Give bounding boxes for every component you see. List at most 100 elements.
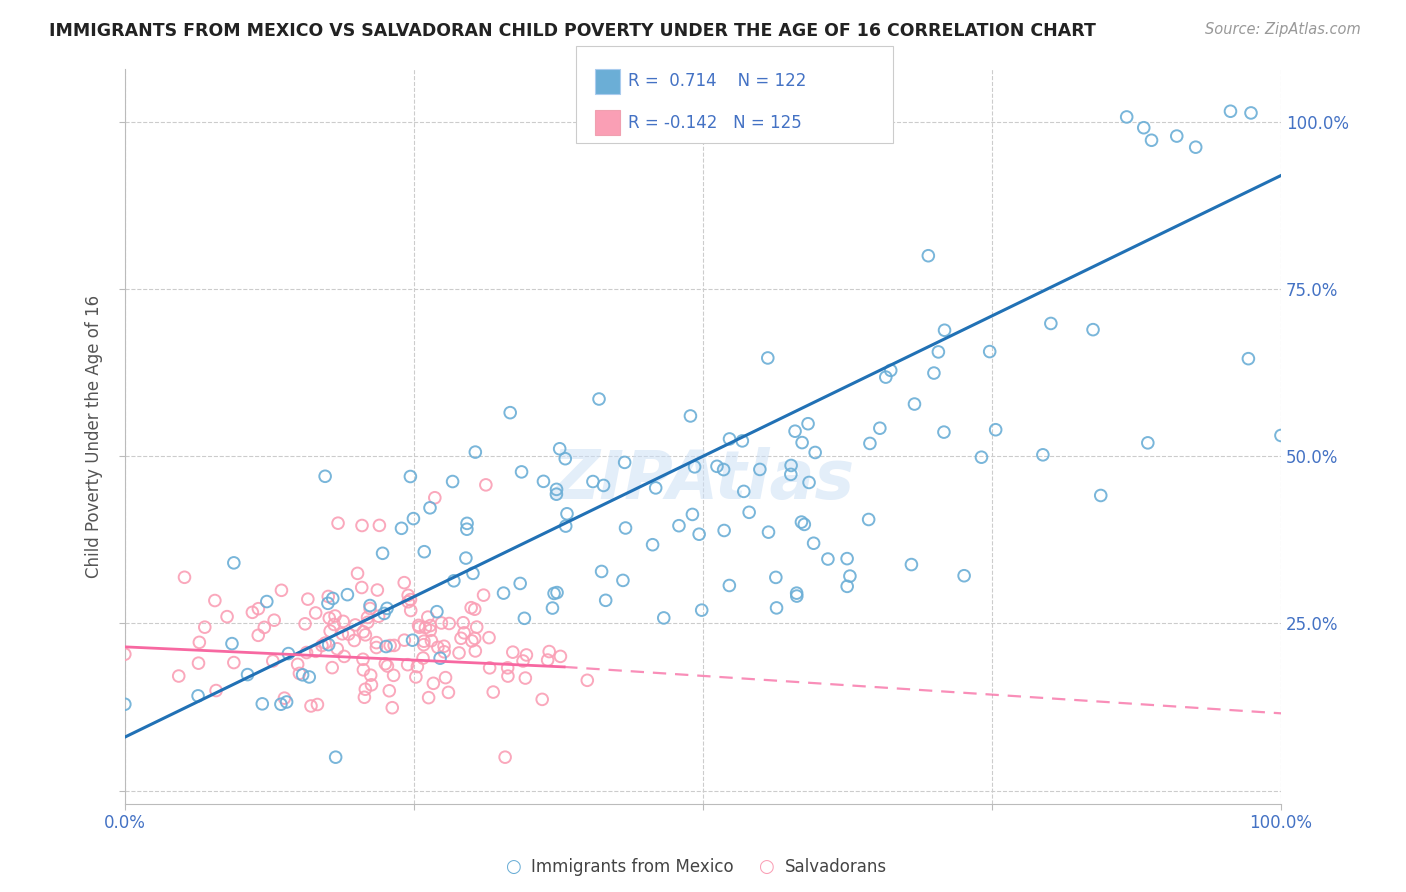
Point [453,625,475,640]
Point [332,615,354,629]
Point [433,639,456,653]
Point [396,595,419,609]
Point [419,500,441,515]
Point [482,685,505,699]
Point [314,469,336,483]
Point [247,628,270,642]
Point [690,603,713,617]
Point [408,620,430,634]
Point [371,546,394,560]
Point [294,616,316,631]
Point [509,576,531,591]
Point [418,690,440,705]
Point [402,511,425,525]
Point [592,478,614,492]
Point [352,652,374,666]
Point [927,345,949,359]
Point [464,632,486,646]
Point [423,491,446,505]
Point [270,697,292,711]
Point [316,590,339,604]
Point [555,507,578,521]
Point [374,657,396,671]
Point [399,469,422,483]
Point [167,669,190,683]
Point [375,601,398,615]
Point [187,689,209,703]
Point [316,596,339,610]
Point [330,627,353,641]
Point [350,518,373,533]
Point [346,566,368,581]
Point [277,647,299,661]
Point [429,651,451,665]
Point [461,566,484,581]
Point [321,660,343,674]
Point [399,592,422,607]
Point [263,613,285,627]
Point [401,633,423,648]
Point [932,425,955,439]
Point [953,568,976,582]
Point [970,450,993,465]
Point [903,397,925,411]
Point [396,588,419,602]
Point [405,670,427,684]
Point [287,657,309,672]
Point [1132,120,1154,135]
Point [451,615,474,630]
Point [683,459,706,474]
Point [668,518,690,533]
Point [437,616,460,631]
Point [314,636,336,650]
Point [783,424,806,438]
Point [343,633,366,648]
Point [412,651,434,665]
Point [1140,133,1163,147]
Text: Salvadorans: Salvadorans [785,858,887,876]
Point [984,423,1007,437]
Point [368,518,391,533]
Point [595,593,617,607]
Point [253,620,276,634]
Point [454,551,477,566]
Point [797,417,820,431]
Point [352,663,374,677]
Point [478,661,501,675]
Point [1237,351,1260,366]
Point [786,589,808,603]
Text: R =  0.714    N = 122: R = 0.714 N = 122 [628,72,807,90]
Point [382,639,405,653]
Point [299,698,322,713]
Point [546,585,568,599]
Point [1240,106,1263,120]
Point [706,459,728,474]
Point [502,645,524,659]
Point [803,536,825,550]
Point [1081,323,1104,337]
Point [536,653,558,667]
Point [382,668,405,682]
Point [420,633,443,648]
Text: ZIPAtlas: ZIPAtlas [551,448,855,514]
Point [375,640,398,654]
Point [319,624,342,638]
Point [311,639,333,653]
Point [325,750,347,764]
Point [679,409,702,423]
Point [413,634,436,648]
Point [533,475,555,489]
Point [391,521,413,535]
Point [350,581,373,595]
Point [591,565,613,579]
Point [644,481,666,495]
Point [681,508,703,522]
Point [352,624,374,639]
Point [288,666,311,681]
Point [880,363,903,377]
Point [541,601,564,615]
Point [399,603,422,617]
Point [381,700,404,714]
Point [450,632,472,646]
Point [394,633,416,648]
